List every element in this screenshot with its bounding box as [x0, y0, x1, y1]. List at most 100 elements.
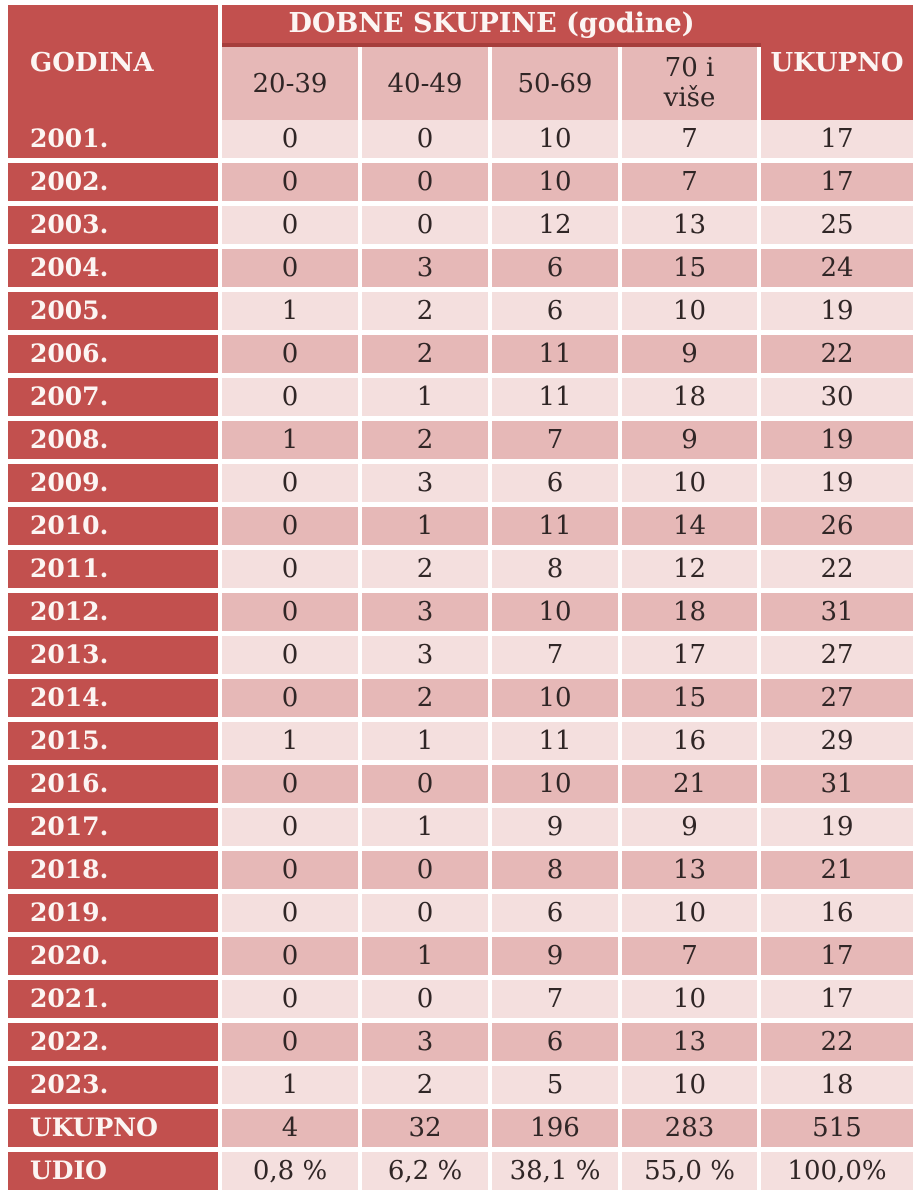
table-row: 2018. 0 0 8 13 21 [8, 851, 913, 889]
table-row: 2008. 1 2 7 9 19 [8, 421, 913, 459]
value-cell: 11 [492, 507, 622, 545]
value-cell: 0 [222, 593, 362, 631]
row-label-cell: 2017. [8, 808, 222, 846]
value-cell: 10 [492, 593, 622, 631]
row-label-cell: UKUPNO [8, 1109, 222, 1147]
value-cell: 32 [362, 1109, 492, 1147]
row-label-cell: 2007. [8, 378, 222, 416]
table-row: 2012. 0 3 10 18 31 [8, 593, 913, 631]
value-cell: 16 [622, 722, 761, 760]
value-cell: 10 [622, 464, 761, 502]
value-cell: 0 [222, 249, 362, 287]
table-row: 2002. 0 0 10 7 17 [8, 163, 913, 201]
value-cell: 10 [492, 163, 622, 201]
table-row: 2023. 1 2 5 10 18 [8, 1066, 913, 1104]
row-label-cell: 2012. [8, 593, 222, 631]
value-cell: 0 [362, 206, 492, 244]
table-row: 2017. 0 1 9 9 19 [8, 808, 913, 846]
value-cell: 6 [492, 894, 622, 932]
value-cell: 6 [492, 292, 622, 330]
value-cell: 0 [222, 808, 362, 846]
value-cell: 0 [222, 464, 362, 502]
value-cell: 11 [492, 722, 622, 760]
value-cell: 3 [362, 249, 492, 287]
table-row: 2022. 0 3 6 13 22 [8, 1023, 913, 1061]
value-cell: 9 [622, 808, 761, 846]
table-row: 2005. 1 2 6 10 19 [8, 292, 913, 330]
row-label-cell: 2014. [8, 679, 222, 717]
age-group-label: 20-39 [252, 68, 328, 99]
value-cell: 7 [492, 636, 622, 674]
value-cell: 3 [362, 636, 492, 674]
table-row: 2011. 0 2 8 12 22 [8, 550, 913, 588]
value-cell: 100,0% [761, 1152, 913, 1190]
value-cell: 19 [761, 464, 913, 502]
year-column-header: GODINA [8, 5, 222, 120]
value-cell: 2 [362, 292, 492, 330]
value-cell: 55,0 % [622, 1152, 761, 1190]
table-row: 2001. 0 0 10 7 17 [8, 120, 913, 158]
table-header: GODINA DOBNE SKUPINE (godine) 20-39 40-4… [8, 5, 913, 120]
value-cell: 2 [362, 335, 492, 373]
value-cell: 8 [492, 851, 622, 889]
value-cell: 11 [492, 335, 622, 373]
value-cell: 0 [222, 507, 362, 545]
value-cell: 9 [492, 808, 622, 846]
value-cell: 7 [622, 163, 761, 201]
value-cell: 9 [622, 335, 761, 373]
value-cell: 1 [222, 1066, 362, 1104]
table-row: 2007. 0 1 11 18 30 [8, 378, 913, 416]
table-row: 2003. 0 0 12 13 25 [8, 206, 913, 244]
value-cell: 1 [362, 937, 492, 975]
value-cell: 10 [492, 120, 622, 158]
value-cell: 515 [761, 1109, 913, 1147]
table-body: 2001. 0 0 10 7 17 2002. 0 0 10 7 17 2003. 0 0 12 13 25 200… [8, 120, 913, 1190]
row-label-cell: 2015. [8, 722, 222, 760]
table-row: 2006. 0 2 11 9 22 [8, 335, 913, 373]
value-cell: 21 [622, 765, 761, 803]
row-label-cell: 2002. [8, 163, 222, 201]
value-cell: 16 [761, 894, 913, 932]
value-cell: 22 [761, 550, 913, 588]
value-cell: 283 [622, 1109, 761, 1147]
age-group-header-50-69: 50-69 [492, 47, 622, 120]
value-cell: 0 [222, 636, 362, 674]
row-label-cell: 2010. [8, 507, 222, 545]
table-row: 2010. 0 1 11 14 26 [8, 507, 913, 545]
value-cell: 10 [622, 980, 761, 1018]
age-group-label: 70 i više [663, 52, 716, 113]
age-group-label: 50-69 [517, 68, 593, 99]
table-row: 2020. 0 1 9 7 17 [8, 937, 913, 975]
row-label-cell: 2021. [8, 980, 222, 1018]
value-cell: 10 [492, 679, 622, 717]
value-cell: 27 [761, 679, 913, 717]
row-label-cell: 2001. [8, 120, 222, 158]
value-cell: 9 [622, 421, 761, 459]
value-cell: 4 [222, 1109, 362, 1147]
value-cell: 1 [222, 292, 362, 330]
row-label-cell: 2006. [8, 335, 222, 373]
value-cell: 38,1 % [492, 1152, 622, 1190]
value-cell: 0 [222, 206, 362, 244]
value-cell: 13 [622, 851, 761, 889]
value-cell: 10 [622, 1066, 761, 1104]
value-cell: 17 [761, 163, 913, 201]
value-cell: 18 [622, 378, 761, 416]
value-cell: 30 [761, 378, 913, 416]
value-cell: 0 [222, 163, 362, 201]
value-cell: 2 [362, 421, 492, 459]
age-group-header-70-plus: 70 i više [622, 47, 761, 120]
age-groups-header: DOBNE SKUPINE (godine) [222, 5, 761, 47]
value-cell: 26 [761, 507, 913, 545]
value-cell: 17 [761, 937, 913, 975]
value-cell: 0 [222, 378, 362, 416]
table-row: 2019. 0 0 6 10 16 [8, 894, 913, 932]
value-cell: 7 [492, 980, 622, 1018]
value-cell: 10 [622, 292, 761, 330]
row-label-cell: 2008. [8, 421, 222, 459]
value-cell: 7 [622, 937, 761, 975]
table-row: 2004. 0 3 6 15 24 [8, 249, 913, 287]
row-label-cell: 2009. [8, 464, 222, 502]
value-cell: 22 [761, 335, 913, 373]
